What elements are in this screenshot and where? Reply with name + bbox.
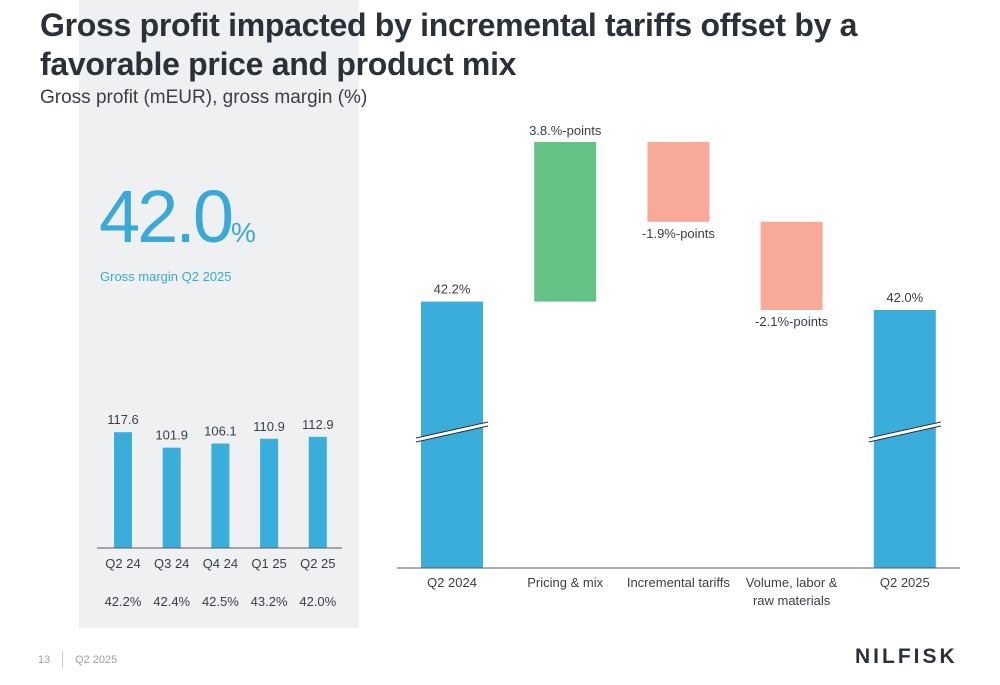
waterfall-value-label: 42.0% <box>886 290 923 305</box>
waterfall-bar-incremental-tariffs <box>647 142 710 222</box>
waterfall-value-label: -1.9%-points <box>642 226 715 241</box>
footer-divider <box>62 651 63 668</box>
tick-label-line: raw materials <box>753 593 831 608</box>
bar-q2-25 <box>308 436 327 548</box>
tick-label-line: Q2 2024 <box>427 575 477 590</box>
axis-break-line <box>415 421 489 439</box>
waterfall-bar-volume-labor-raw-materials <box>760 221 823 310</box>
waterfall-value-label: 3.8.%-points <box>529 123 602 138</box>
slide-title: Gross profit impacted by incremental tar… <box>40 7 858 82</box>
kpi-unit: % <box>231 217 256 248</box>
bar-value-label: 110.9 <box>253 419 285 434</box>
waterfall-x-tick-label: Pricing & mix <box>527 575 603 590</box>
x-tick-label: Q4 24 <box>203 556 238 571</box>
waterfall-x-tick-label: Q2 2024 <box>427 575 477 590</box>
x-tick-label: Q1 25 <box>251 556 286 571</box>
tick-label-line: Volume, labor & <box>746 575 838 590</box>
bar-q1-25 <box>260 438 279 548</box>
footer-period: Q2 2025 <box>75 654 118 666</box>
bar-q4-24 <box>211 443 230 548</box>
axis-break-line <box>868 425 941 443</box>
slide-subtitle: Gross profit (mEUR), gross margin (%) <box>40 87 368 108</box>
waterfall-bar-pricing-mix <box>534 142 597 302</box>
x-tick-label: Q2 25 <box>300 556 335 571</box>
axis-break-gap <box>417 422 487 442</box>
waterfall-x-tick-label: Q2 2025 <box>880 575 930 590</box>
gross-margin-label: 42.4% <box>153 594 190 609</box>
axis-break-line <box>415 425 489 443</box>
nilfisk-logo: NILFISK <box>855 645 958 668</box>
gross-margin-label: 42.2% <box>105 594 142 609</box>
axis-break-gap <box>869 422 940 442</box>
kpi-value: 42.0% <box>99 180 256 254</box>
x-tick-label: Q2 24 <box>105 556 140 571</box>
waterfall-value-label: 42.2% <box>434 282 471 297</box>
bar-value-label: 106.1 <box>204 424 237 439</box>
waterfall-x-tick-label: Volume, labor & raw materials <box>746 575 838 608</box>
bar-value-label: 101.9 <box>155 428 188 443</box>
tick-label-line: Pricing & mix <box>527 575 603 590</box>
x-tick-label: Q3 24 <box>154 556 189 571</box>
tick-label-line: Q2 2025 <box>880 575 930 590</box>
tick-label-line: Incremental tariffs <box>627 575 731 590</box>
gross-margin-label: 42.0% <box>299 594 336 609</box>
gross-margin-label: 42.5% <box>202 594 239 609</box>
bar-value-label: 117.6 <box>107 412 139 427</box>
axis-break-line <box>868 421 941 439</box>
bar-value-label: 112.9 <box>302 417 334 432</box>
kpi-label: Gross margin Q2 2025 <box>100 269 232 284</box>
kpi-number: 42.0 <box>99 175 234 258</box>
waterfall-value-label: -2.1%-points <box>755 314 828 329</box>
page-number: 13 <box>38 654 51 666</box>
waterfall-x-tick-label: Incremental tariffs <box>627 575 731 590</box>
bar-q3-24 <box>162 447 181 548</box>
bar-q2-24 <box>114 432 132 548</box>
gross-margin-label: 43.2% <box>251 594 288 609</box>
